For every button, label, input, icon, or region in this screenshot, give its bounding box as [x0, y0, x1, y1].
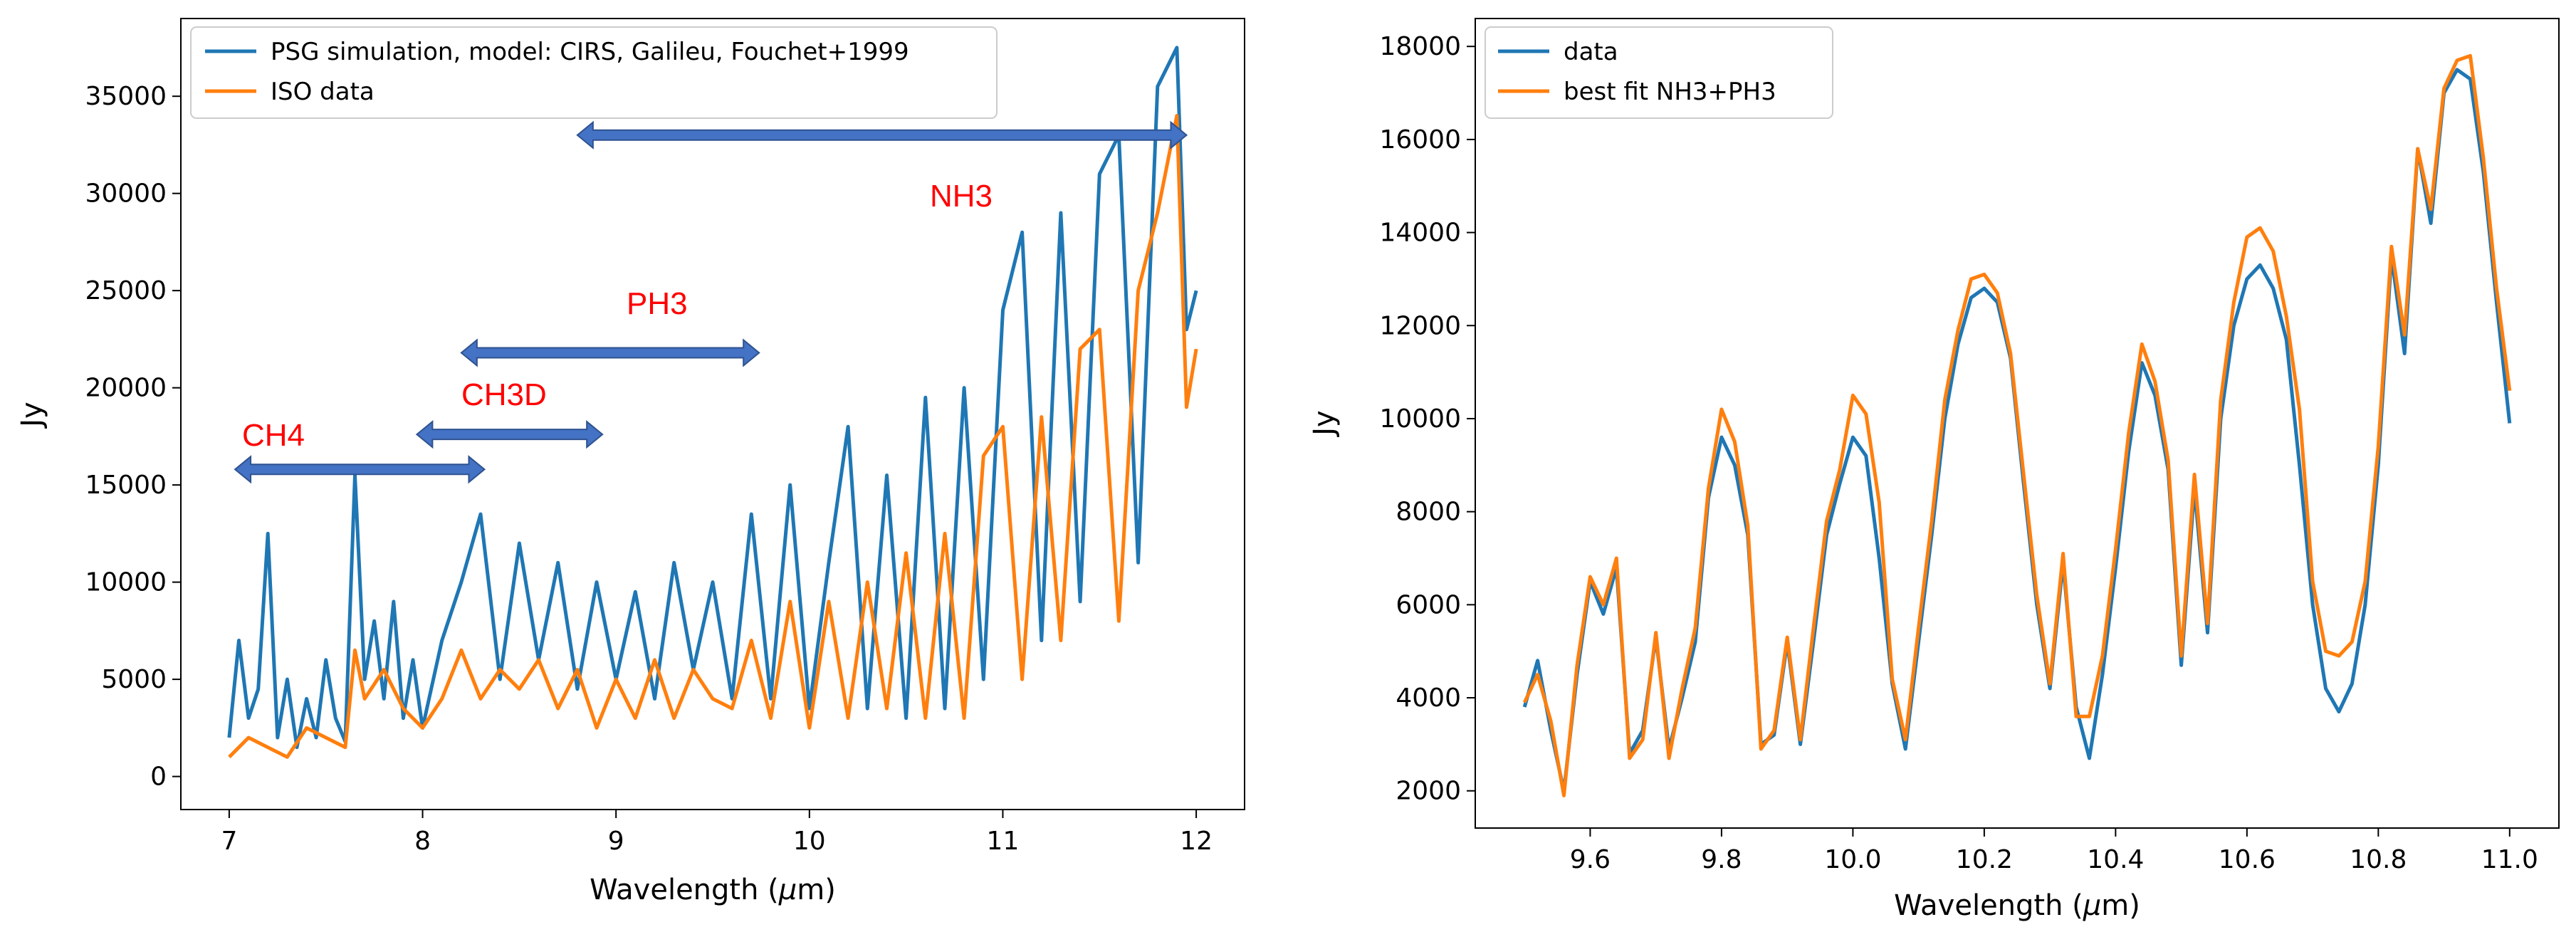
y-tick-label: 12000 [1379, 311, 1461, 340]
annotation-ch4: CH4 [242, 418, 305, 453]
x-tick-label: 8 [414, 827, 431, 856]
y-tick-label: 25000 [85, 276, 167, 305]
x-tick-label: 9.8 [1701, 845, 1742, 874]
y-tick-label: 14000 [1379, 219, 1461, 248]
x-tick-label: 10 [793, 827, 826, 856]
y-tick-label: 10000 [85, 568, 167, 597]
x-tick-label: 11 [987, 827, 1020, 856]
y-ticks: 2000 4000 6000 8000 10000 12000 14000 16000 1800… [1379, 32, 1475, 806]
chart-right-best-fit: 2000 4000 6000 8000 10000 12000 14000 16000 1800… [1308, 18, 2560, 922]
wavelength-range-arrows [234, 120, 1188, 484]
series-line-0 [227, 46, 1198, 750]
range-arrow-3 [576, 120, 1188, 150]
y-tick-label: 16000 [1379, 125, 1461, 155]
y-tick-label: 8000 [1396, 498, 1461, 527]
annotation-ph3: PH3 [627, 286, 688, 321]
legend-box [1485, 26, 1833, 119]
series-line-1 [228, 114, 1198, 759]
x-axis-label: Wavelength (μm) [590, 874, 836, 906]
chart-left-jupiter-spectrum: 0 5000 10000 15000 20000 25000 30000 35000 7 8 9 1… [16, 18, 1245, 906]
legend: PSG simulation, model: CIRS, Galileu, Fo… [190, 26, 998, 119]
x-tick-label: 10.8 [2350, 845, 2407, 874]
x-tick-label: 10.2 [1956, 845, 2013, 874]
y-tick-label: 35000 [85, 82, 167, 111]
y-tick-label: 2000 [1396, 777, 1461, 806]
y-tick-label: 6000 [1396, 590, 1461, 619]
molecule-annotations: CH4 CH3D PH3 NH3 [242, 179, 993, 453]
x-tick-label: 12 [1180, 827, 1213, 856]
range-arrow-2 [460, 338, 760, 367]
legend-label-data: data [1564, 38, 1618, 66]
y-tick-label: 20000 [85, 374, 167, 403]
y-tick-label: 0 [150, 763, 167, 792]
series-line-1 [1522, 53, 2512, 797]
x-ticks: 7 8 9 10 11 12 [221, 810, 1213, 856]
x-tick-label: 10.6 [2219, 845, 2276, 874]
x-ticks: 9.6 9.8 10.0 10.2 10.4 10.6 10.8 11.0 [1570, 828, 2538, 874]
annotation-nh3: NH3 [930, 179, 993, 214]
legend-box [190, 26, 998, 119]
plot-frame [180, 18, 1245, 810]
y-ticks: 0 5000 10000 15000 20000 25000 30000 35000 [85, 82, 181, 792]
y-tick-label: 4000 [1396, 684, 1461, 713]
y-tick-label: 5000 [101, 665, 167, 694]
x-tick-label: 11.0 [2481, 845, 2538, 874]
x-tick-label: 9.6 [1570, 845, 1611, 874]
y-tick-label: 30000 [85, 179, 167, 209]
legend: data best fit NH3+PH3 [1485, 26, 1833, 119]
series-lines [1522, 53, 2512, 797]
x-tick-label: 10.4 [2087, 845, 2144, 874]
series-lines [227, 46, 1198, 759]
y-tick-label: 15000 [85, 471, 167, 500]
y-axis-label: Jy [1308, 410, 1341, 437]
legend-label-best-fit: best fit NH3+PH3 [1564, 78, 1776, 106]
range-arrow-1 [415, 420, 604, 449]
y-tick-label: 10000 [1379, 404, 1461, 434]
y-tick-label: 18000 [1379, 32, 1461, 61]
range-arrow-0 [234, 455, 486, 484]
x-tick-label: 7 [221, 827, 237, 856]
x-tick-label: 9 [608, 827, 624, 856]
legend-label-psg: PSG simulation, model: CIRS, Galileu, Fo… [271, 38, 909, 66]
annotation-ch3d: CH3D [461, 377, 547, 412]
plot-frame [1475, 18, 2560, 829]
x-tick-label: 10.0 [1824, 845, 1881, 874]
legend-label-iso: ISO data [271, 78, 375, 106]
x-axis-label: Wavelength (μm) [1894, 889, 2140, 922]
y-axis-label: Jy [16, 402, 48, 429]
